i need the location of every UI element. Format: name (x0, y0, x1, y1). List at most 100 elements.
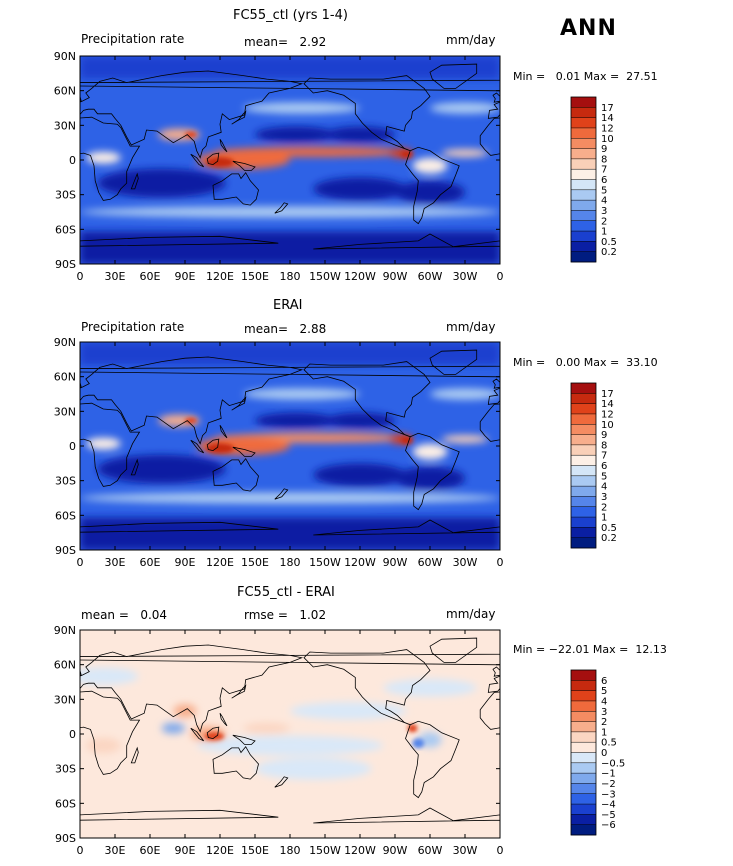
lat-tick-label: 90N (54, 624, 76, 637)
lon-tick-label: 0 (77, 270, 84, 283)
colorbar-swatch (571, 700, 596, 712)
colorbar-swatch (571, 455, 596, 466)
panel-title-diff: FC55_ctl - ERAI (237, 585, 335, 600)
colorbar-swatch (571, 773, 596, 784)
coastline-japan (231, 110, 247, 125)
colorbar-swatch (571, 210, 596, 222)
colorbar-swatch (571, 231, 596, 242)
lon-tick-label: 90E (175, 270, 196, 283)
coastline-antarctica (313, 807, 500, 838)
coastline-namerica (303, 75, 431, 152)
colorbar-swatch (571, 670, 596, 681)
panel-units-obs: mm/day (446, 320, 496, 334)
colorbar-tick-label: 8 (601, 440, 607, 451)
colorbar-swatch (571, 107, 596, 118)
colorbar-tick-label: 1 (601, 227, 607, 238)
coastline-nz (274, 488, 289, 500)
coastline-borneo (206, 438, 220, 452)
colorbar-swatch (571, 383, 596, 394)
lon-tick-label: 120E (206, 270, 234, 283)
coastline-uk (80, 669, 82, 676)
lon-tick-label: 90E (175, 556, 196, 569)
colorbar-tick-label: 8 (601, 154, 607, 165)
colorbar-swatch (571, 158, 596, 170)
colorbar-swatch (571, 680, 596, 691)
coastline-eurasia (80, 644, 291, 733)
colorbar-tick-label: 0.2 (601, 247, 617, 258)
coastline-borneo (206, 726, 220, 740)
panel-minmax-diff: Min = −22.01 Max = 12.13 (513, 643, 667, 656)
panel-minmax-obs: Min = 0.00 Max = 33.10 (513, 356, 658, 369)
lon-tick-label: 60W (418, 270, 443, 283)
colorbar-tick-label: 3 (601, 707, 607, 718)
coastline-madagascar (130, 458, 139, 476)
colorbar-swatch (571, 138, 596, 149)
lat-tick-label: 60N (54, 371, 76, 384)
lon-tick-label: 120W (344, 270, 376, 283)
coastline-uk (80, 381, 82, 388)
colorbar-tick-label: 5 (601, 686, 607, 697)
colorbar-swatch (571, 189, 596, 201)
map-field-obs (80, 342, 500, 550)
colorbar-swatch (571, 537, 596, 549)
coastline-australia (212, 745, 259, 780)
lon-tick-label: 150W (309, 844, 341, 857)
panel-mean-model: mean= 2.92 (244, 35, 327, 49)
panel-mean-obs: mean= 2.88 (244, 322, 327, 336)
colorbar-tick-label: 1 (601, 513, 607, 524)
lon-tick-label: 150E (241, 844, 269, 857)
colorbar-swatch (571, 434, 596, 446)
lon-tick-label: 30E (105, 270, 126, 283)
lon-tick-label: 30W (453, 556, 478, 569)
colorbar-tick-label: 7 (601, 451, 607, 462)
lon-tick-label: 0 (497, 556, 504, 569)
colorbar-swatch (571, 793, 596, 805)
coastline-australia (212, 457, 259, 492)
colorbar-tick-label: 4 (601, 196, 607, 207)
lat-tick-label: 30S (55, 475, 76, 488)
lon-tick-label: 120W (344, 556, 376, 569)
coastline-antarctica (313, 233, 500, 264)
colorbar-tick-label: 6 (601, 676, 607, 687)
lat-tick-label: 60S (55, 223, 76, 236)
lat-tick-label: 60S (55, 509, 76, 522)
colorbar-swatch (571, 393, 596, 404)
colorbar-tick-label: 12 (601, 409, 614, 420)
colorbar-swatch (571, 220, 596, 232)
coastline-samerica (405, 146, 460, 225)
coastline-antarctica (80, 521, 279, 550)
colorbar-tick-label: 9 (601, 430, 607, 441)
lon-tick-label: 150W (309, 270, 341, 283)
panel-title-obs: ERAI (273, 298, 303, 313)
colorbar-swatch (571, 444, 596, 456)
lat-tick-label: 90S (55, 258, 76, 271)
colorbar-tick-label: 17 (601, 389, 614, 400)
lon-tick-label: 0 (497, 844, 504, 857)
colorbar-swatch (571, 496, 596, 508)
colorbar-tick-label: 10 (601, 420, 614, 431)
colorbar-swatch (571, 424, 596, 435)
coastline-namerica (303, 649, 431, 726)
coastline-uk (80, 95, 82, 102)
panel-variable-label-obs: Precipitation rate (81, 320, 185, 334)
coastline-newguinea (232, 734, 256, 745)
colorbar-swatch (571, 742, 596, 753)
lon-tick-label: 0 (497, 270, 504, 283)
map-field-diff (80, 630, 500, 838)
colorbar-swatch (571, 179, 596, 191)
colorbar-tick-label: 12 (601, 123, 614, 134)
colorbar-swatch (571, 517, 596, 528)
coastline-borneo (206, 152, 220, 166)
lat-tick-label: 30S (55, 189, 76, 202)
colorbar-tick-label: 4 (601, 482, 607, 493)
colorbar-tick-label: 0.2 (601, 533, 617, 544)
colorbar-tick-label: 14 (601, 113, 614, 124)
lon-tick-label: 180 (280, 556, 301, 569)
lon-tick-label: 30W (453, 844, 478, 857)
colorbar-tick-label: −4 (601, 800, 616, 811)
colorbar-tick-label: 6 (601, 461, 607, 472)
colorbar-tick-label: 2 (601, 216, 607, 227)
colorbar-swatch (571, 127, 596, 139)
season-label: ANN (560, 16, 617, 41)
